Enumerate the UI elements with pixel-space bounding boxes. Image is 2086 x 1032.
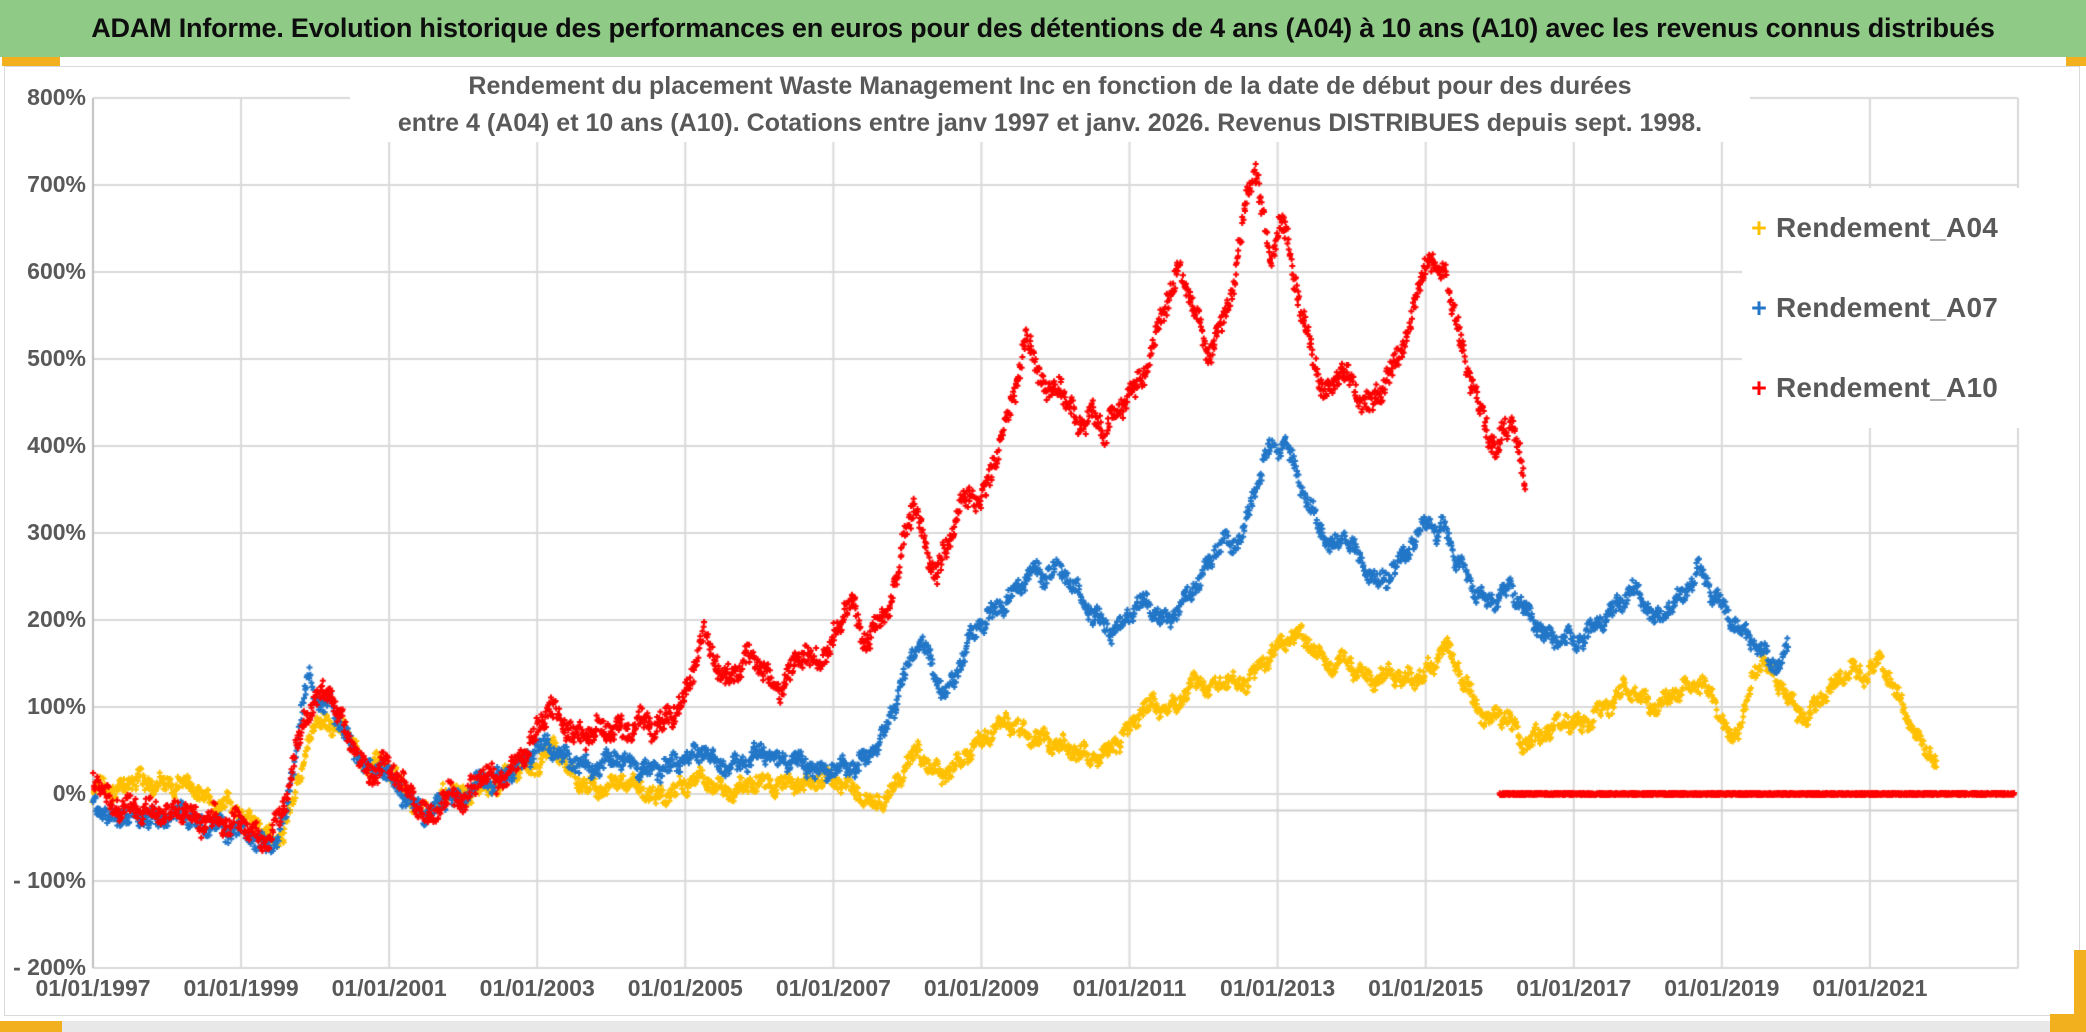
y-tick-label: 100%: [27, 693, 86, 719]
y-tick-label: 200%: [27, 606, 86, 632]
x-tick-label: 01/01/2019: [1664, 975, 1780, 1001]
legend-item-a07[interactable]: + Rendement_A07: [1742, 268, 2060, 348]
x-tick-label: 01/01/2015: [1368, 975, 1484, 1001]
accent-strip-bottom-left: [0, 1021, 62, 1032]
x-tick-label: 01/01/2021: [1812, 975, 1928, 1001]
x-tick-label: 01/01/2001: [331, 975, 447, 1001]
y-tick-label: 700%: [27, 171, 86, 197]
x-tick-label: 01/01/2005: [627, 975, 743, 1001]
y-tick-label: - 200%: [13, 954, 86, 980]
y-tick-label: 400%: [27, 432, 86, 458]
legend-item-a10[interactable]: + Rendement_A10: [1742, 348, 2060, 428]
x-tick-label: 01/01/1997: [35, 975, 151, 1001]
y-tick-label: 0%: [52, 780, 86, 806]
legend-label-a04: Rendement_A04: [1776, 212, 1999, 243]
y-tick-label: 800%: [27, 84, 86, 110]
bottom-edge-band: [0, 1021, 2086, 1032]
x-tick-label: 01/01/1999: [183, 975, 299, 1001]
y-tick-label: 600%: [27, 258, 86, 284]
legend-marker-a10-icon: +: [1751, 373, 1767, 403]
legend-label-a07: Rendement_A07: [1776, 292, 1999, 323]
y-tick-label: - 100%: [13, 867, 86, 893]
accent-corner-bottom-right-vertical: [2074, 950, 2086, 1032]
legend: + Rendement_A04 + Rendement_A07 + Rendem…: [1742, 188, 2060, 428]
legend-item-a04[interactable]: + Rendement_A04: [1742, 188, 2060, 268]
legend-marker-a07-icon: +: [1751, 293, 1767, 323]
chart-title-line1: Rendement du placement Waste Management …: [468, 72, 1632, 100]
legend-label-a10: Rendement_A10: [1776, 372, 1999, 403]
chart-title-line2: entre 4 (A04) et 10 ans (A10). Cotations…: [397, 109, 1703, 137]
x-tick-label: 01/01/2009: [923, 975, 1040, 1001]
x-tick-label: 01/01/2007: [775, 975, 891, 1001]
x-tick-label: 01/01/2017: [1516, 975, 1632, 1001]
chart-title: Rendement du placement Waste Management …: [350, 68, 1750, 142]
x-tick-label: 01/01/2013: [1220, 975, 1336, 1001]
y-tick-label: 300%: [27, 519, 86, 545]
x-tick-label: 01/01/2011: [1072, 975, 1187, 1001]
legend-marker-a04-icon: +: [1751, 213, 1767, 243]
accent-corner-bottom-right-horizontal: [2050, 1014, 2086, 1032]
y-tick-label: 500%: [27, 345, 86, 371]
x-tick-label: 01/01/2003: [479, 975, 595, 1001]
